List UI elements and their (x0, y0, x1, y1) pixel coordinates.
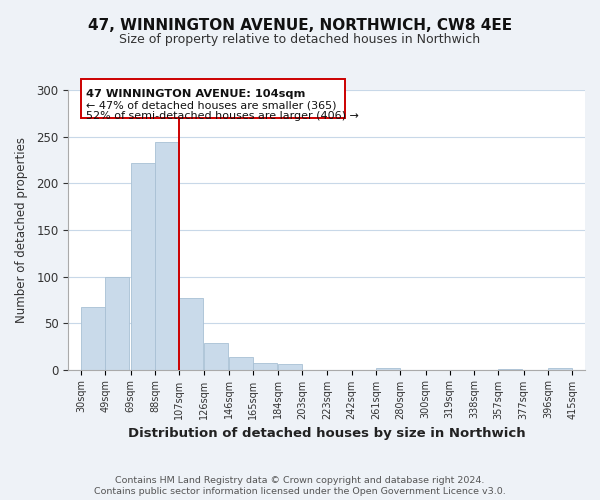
Bar (204, 342, 227, 369)
Bar (499, 368, 522, 370)
Bar (81, 307, 105, 370)
Bar (253, 363, 277, 370)
Bar (229, 356, 253, 370)
X-axis label: Distribution of detached houses by size in Northwich: Distribution of detached houses by size … (128, 427, 526, 440)
Text: ← 47% of detached houses are smaller (365): ← 47% of detached houses are smaller (36… (86, 100, 337, 110)
Bar (106, 276, 130, 370)
Bar (376, 368, 400, 370)
Bar (131, 163, 155, 370)
Text: 52% of semi-detached houses are larger (406) →: 52% of semi-detached houses are larger (… (86, 111, 359, 121)
Text: Contains HM Land Registry data © Crown copyright and database right 2024.: Contains HM Land Registry data © Crown c… (115, 476, 485, 485)
Bar (155, 142, 179, 370)
Bar (278, 364, 302, 370)
Y-axis label: Number of detached properties: Number of detached properties (15, 137, 28, 323)
Bar (179, 298, 203, 370)
Text: 47, WINNINGTON AVENUE, NORTHWICH, CW8 4EE: 47, WINNINGTON AVENUE, NORTHWICH, CW8 4E… (88, 18, 512, 32)
Bar (548, 368, 572, 370)
Text: Contains public sector information licensed under the Open Government Licence v3: Contains public sector information licen… (94, 488, 506, 496)
Text: Size of property relative to detached houses in Northwich: Size of property relative to detached ho… (119, 32, 481, 46)
FancyBboxPatch shape (81, 79, 345, 118)
Text: 47 WINNINGTON AVENUE: 104sqm: 47 WINNINGTON AVENUE: 104sqm (86, 90, 305, 100)
